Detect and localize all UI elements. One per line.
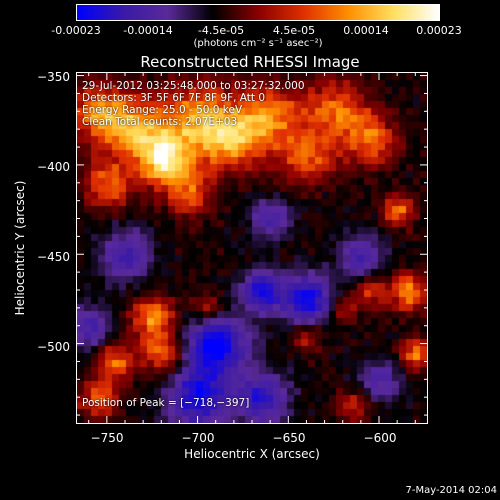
colorbar-tick: -0.00023 [51,24,101,37]
y-tick-label: −400 [37,160,70,174]
y-axis-label: Heliocentric Y (arcsec) [13,180,27,316]
heatmap-image [77,73,427,423]
colorbar-tick: 4.5e-05 [272,24,316,37]
peak-position-label: Position of Peak = [−718,−397] [82,397,250,409]
y-tick-label: −450 [37,250,70,264]
y-tick-label: −500 [37,340,70,354]
generated-date: 7-May-2014 02:04 [405,485,497,496]
x-tick-label: −700 [181,431,215,445]
x-tick-label: −650 [272,431,306,445]
x-axis-label: Heliocentric X (arcsec) [184,447,320,461]
detectors-label: Detectors: 3F 5F 6F 7F 8F 9F, Att 0 [82,92,266,104]
colorbar-tick: -4.5e-05 [197,24,245,37]
x-tick-label: −600 [363,431,397,445]
clean-counts-label: Clean Total counts: 2.07E+03 [82,116,238,128]
colorbar-tick: 0.00014 [343,24,389,37]
chart-title: Reconstructed RHESSI Image [140,53,360,71]
colorbar-tick: -0.00014 [123,24,173,37]
energy-range-label: Energy Range: 25.0 - 50.0 keV [82,104,243,116]
x-tick-label: −750 [90,431,124,445]
colorbar [76,4,440,21]
colorbar-tick: 0.00023 [416,24,462,37]
heatmap-plot [76,72,428,424]
y-tick-label: −350 [37,70,70,84]
colorbar-ticks: -0.00023 -0.00014 -4.5e-05 4.5e-05 0.000… [0,0,500,60]
time-range-label: 29-Jul-2012 03:25:48.000 to 03:27:32.000 [82,80,305,92]
colorbar-label: (photons cm⁻² s⁻¹ asec⁻²) [193,38,323,49]
